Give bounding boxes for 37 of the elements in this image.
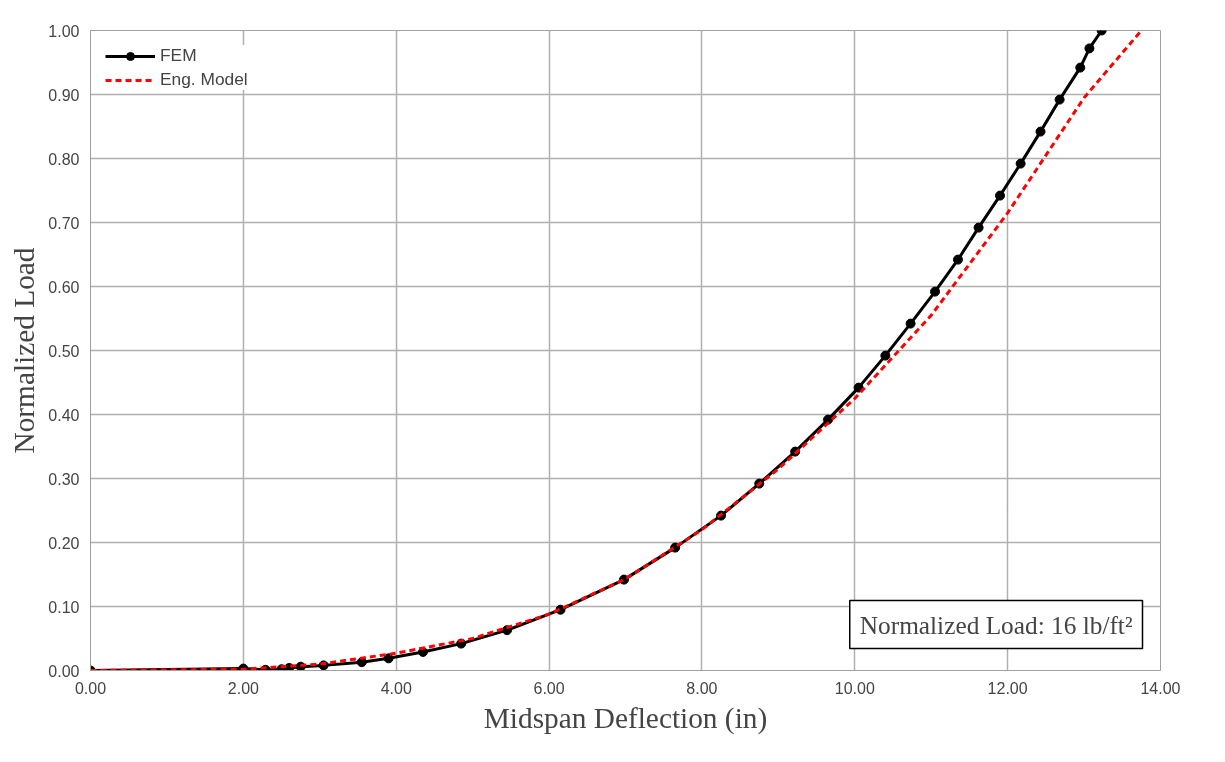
- point: [1015, 158, 1026, 169]
- x-tick-label: 12.00: [987, 679, 1028, 697]
- y-tick-label: 1.00: [48, 22, 80, 40]
- x-tick-label: 2.00: [227, 679, 260, 697]
- x-axis-title: Midspan Deflection (in): [483, 701, 768, 735]
- point: [930, 286, 941, 297]
- y-tick-label: 0.00: [48, 662, 80, 680]
- x-tick-label: 14.00: [1140, 679, 1181, 697]
- x-tick-label: 0.00: [74, 679, 107, 697]
- y-tick-label: 0.90: [48, 86, 80, 104]
- x-tick-label: 10.00: [834, 679, 875, 697]
- point: [973, 222, 984, 233]
- point: [853, 382, 864, 393]
- point: [995, 190, 1005, 201]
- point: [383, 653, 394, 664]
- point: [1035, 126, 1046, 137]
- point: [1084, 43, 1095, 54]
- y-tick-label: 0.60: [48, 278, 80, 296]
- y-tick-label: 0.50: [48, 342, 80, 360]
- y-tick-label: 0.80: [48, 150, 80, 168]
- x-tick-label: 6.00: [533, 679, 565, 697]
- x-tick-label: 8.00: [686, 679, 718, 697]
- y-tick-label: 0.10: [48, 598, 80, 616]
- y-tick-label: 0.20: [48, 534, 80, 552]
- point: [905, 318, 916, 329]
- y-tick-label: 0.40: [48, 406, 80, 424]
- y-tick-label: 0.70: [48, 214, 80, 232]
- y-tick-label: 0.30: [48, 470, 80, 488]
- point: [880, 350, 891, 361]
- annotation: Normalized Load: 16 lb/ft²: [859, 610, 1133, 639]
- legend-label: FEM: [160, 45, 197, 66]
- point: [1075, 62, 1086, 73]
- point: [952, 254, 963, 265]
- x-tick-label: 4.00: [380, 679, 412, 697]
- legend-label: Eng. Model: [160, 69, 248, 90]
- point: [1054, 94, 1065, 105]
- y-axis-title: Normalized Load: [8, 247, 41, 454]
